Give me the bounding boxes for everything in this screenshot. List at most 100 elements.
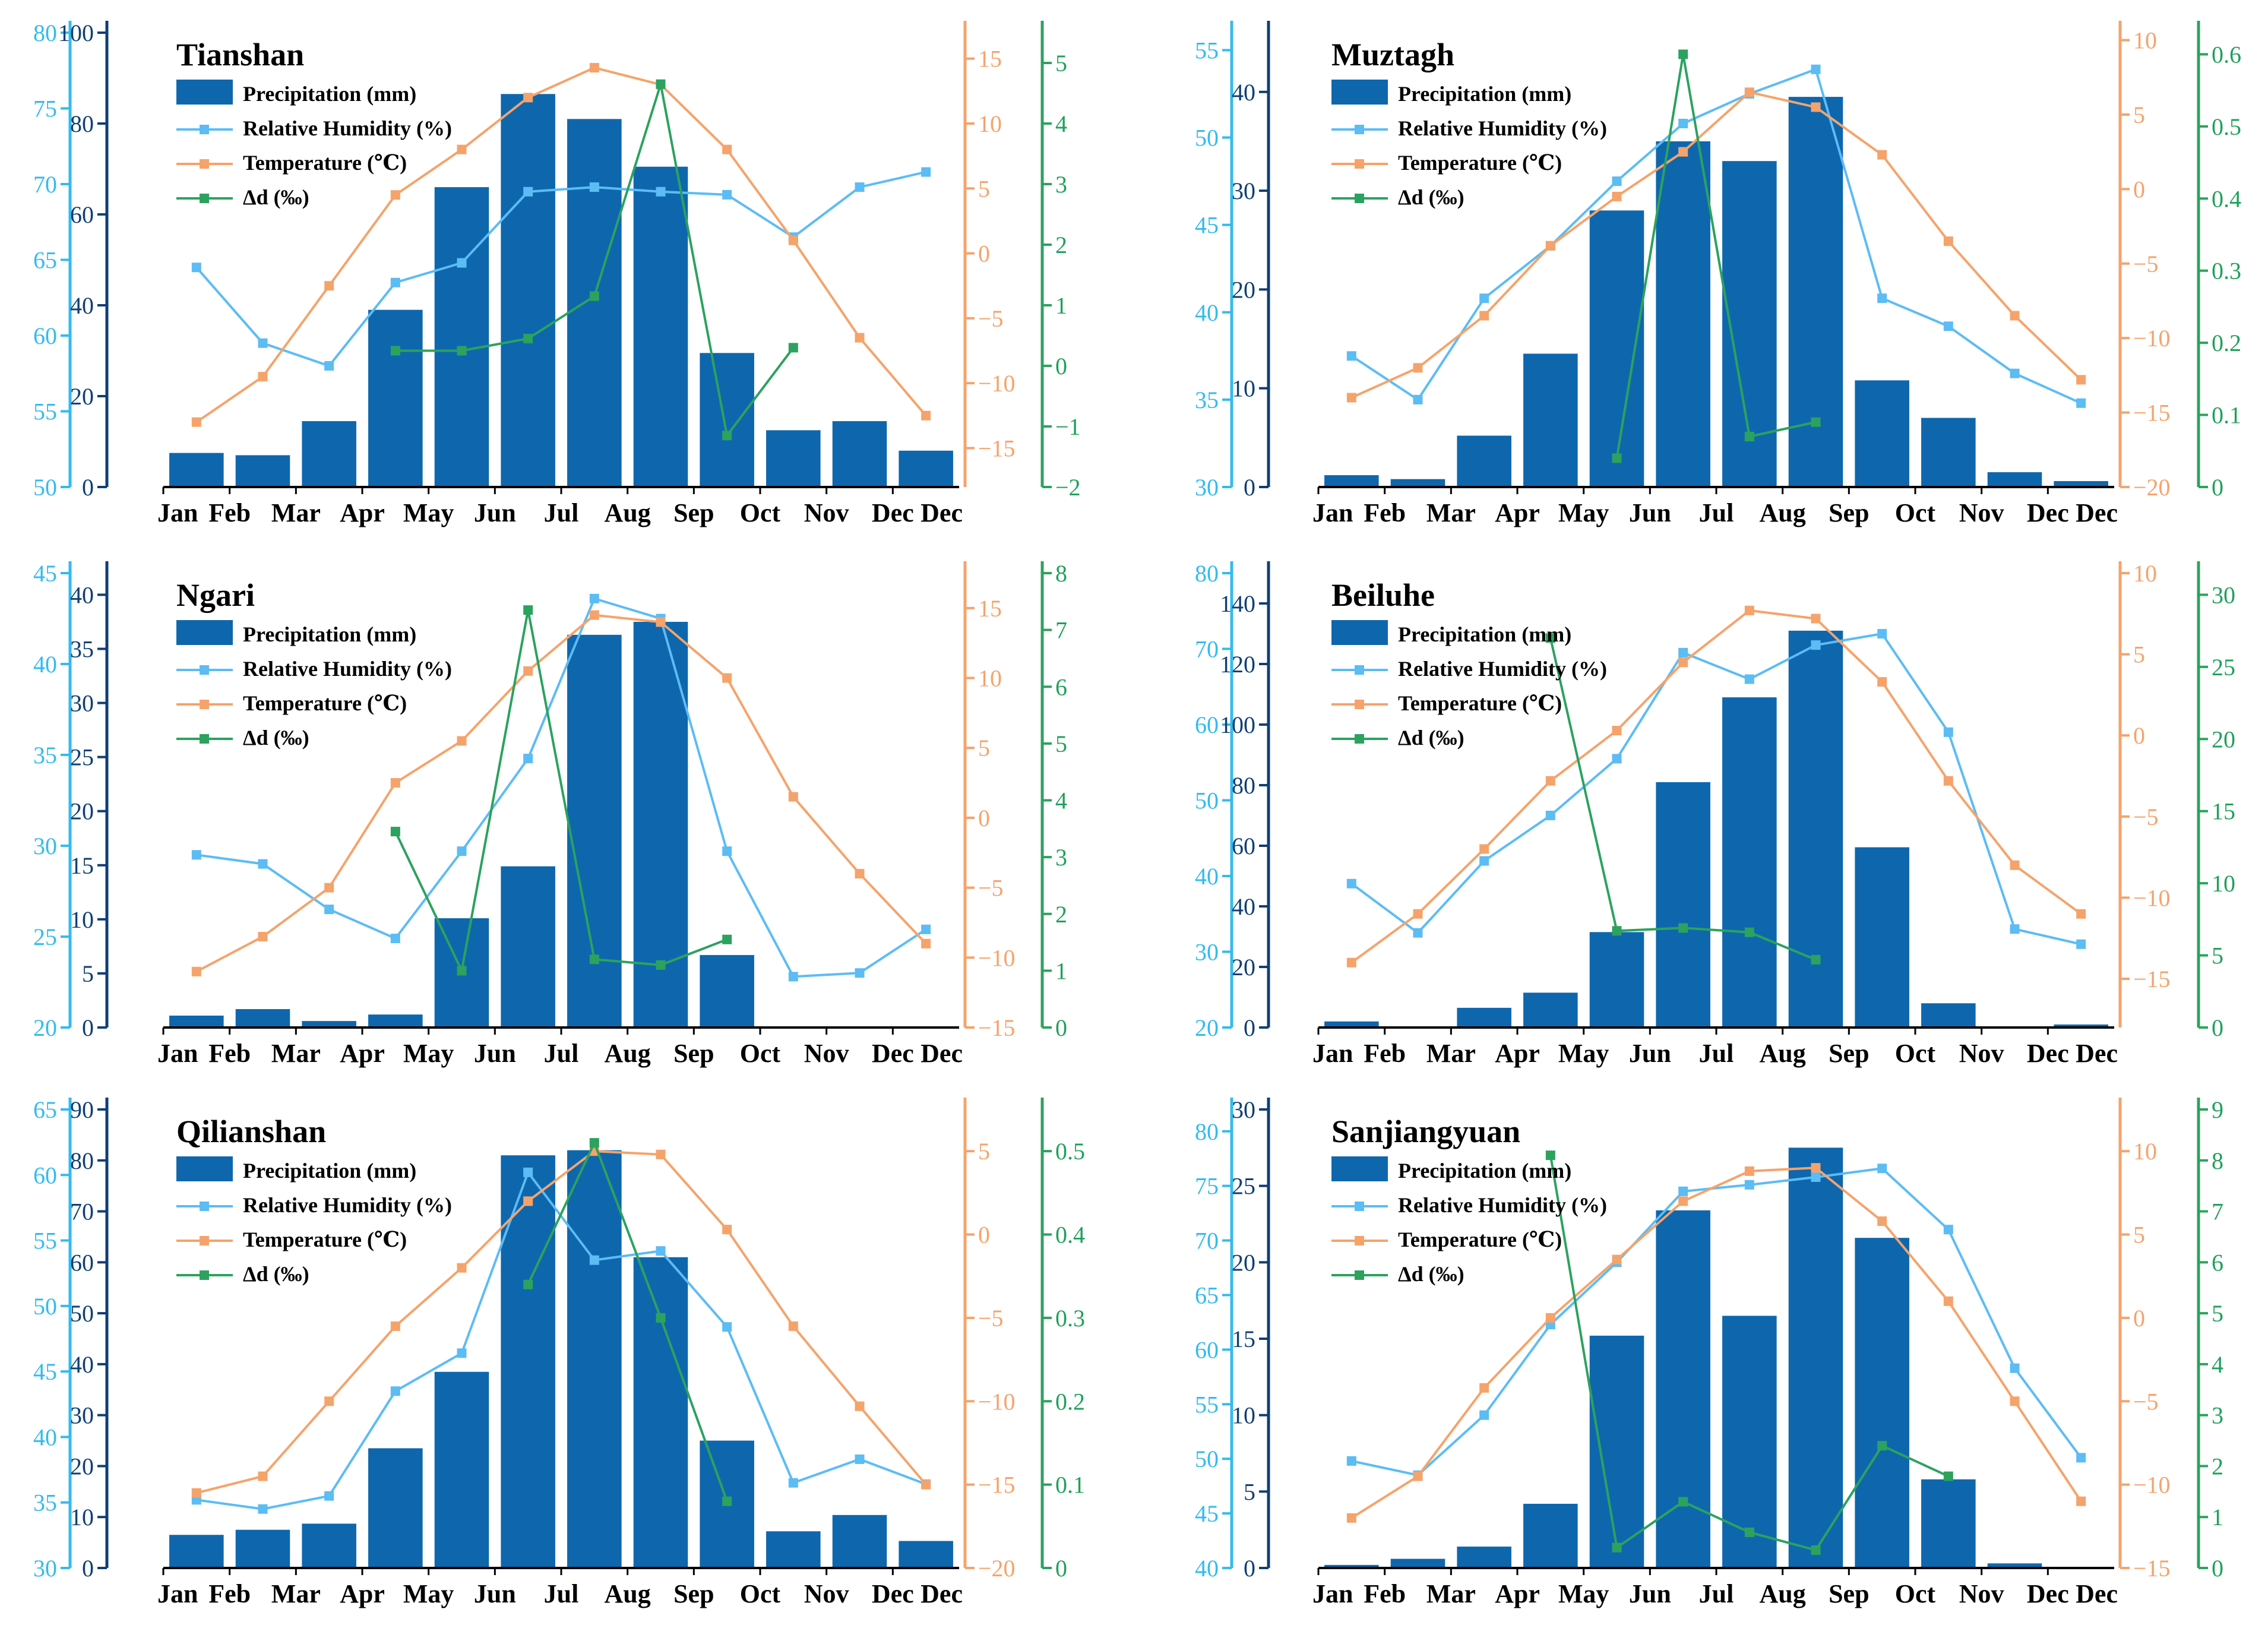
precip-tick-label: 20: [70, 1453, 94, 1479]
precip-bar-apr: [1523, 1503, 1578, 1568]
rh-tick-label: 45: [33, 1358, 57, 1385]
precip-tick-label: 30: [1232, 1096, 1255, 1123]
precip-tick-label: 90: [70, 1096, 94, 1123]
temp-marker: [788, 792, 798, 802]
rh-marker: [390, 934, 400, 944]
precip-bar-mar: [302, 1523, 356, 1568]
rh-marker: [191, 850, 201, 860]
legend-label: Precipitation (mm): [1398, 622, 1571, 646]
dd-marker: [1877, 1441, 1887, 1451]
x-tick-label: Aug: [605, 1039, 651, 1068]
legend-label: Relative Humidity (%): [243, 116, 452, 140]
temp-marker: [1943, 1296, 1953, 1306]
temp-line: [195, 66, 927, 423]
rh-marker: [1413, 928, 1423, 938]
temp-marker: [1744, 1166, 1754, 1176]
temp-line: [1350, 609, 2082, 964]
dd-tick-label: −1: [1055, 413, 1081, 440]
precip-tick-label: 80: [70, 110, 94, 137]
temp-tick-label: −10: [978, 370, 1016, 397]
dd-tick-label: 8: [1055, 560, 1067, 587]
temp-line: [196, 1150, 927, 1494]
temp-marker: [855, 869, 865, 879]
temp-marker: [1346, 393, 1356, 403]
temp-marker: [1413, 363, 1423, 373]
rh-line: [1350, 68, 2082, 404]
dd-tick-label: 0: [1055, 1555, 1067, 1582]
temp-marker: [2010, 860, 2020, 870]
temp-marker: [390, 190, 400, 200]
legend-marker-swatch: [200, 734, 209, 744]
temp-marker: [1413, 1471, 1423, 1481]
x-tick-label: Aug: [605, 1579, 651, 1608]
rh-marker: [1811, 64, 1821, 74]
temp-marker: [258, 932, 268, 941]
precip-tick-label: 100: [1220, 712, 1255, 738]
temp-tick-label: 10: [978, 110, 1002, 137]
rh-marker: [1744, 1180, 1754, 1190]
dd-marker: [1612, 1542, 1622, 1553]
temp-marker: [1811, 102, 1821, 112]
x-tick-label: Feb: [208, 1579, 251, 1608]
precip-tick-label: 5: [82, 960, 94, 987]
rh-marker: [457, 846, 467, 856]
dd-tick-label: 2: [1055, 232, 1067, 258]
rh-line: [195, 170, 926, 368]
rh-tick-label: 70: [33, 171, 57, 198]
rh-tick-label: 60: [1195, 1336, 1219, 1363]
x-tick-label: Dec: [872, 1579, 914, 1608]
temp-marker: [258, 372, 268, 382]
x-tick-label: Dec: [2076, 1039, 2118, 1068]
dd-tick-label: 6: [2212, 1249, 2223, 1276]
rh-tick-label: 30: [1195, 939, 1219, 966]
dd-tick-label: 30: [2212, 581, 2235, 608]
x-tick-label: Aug: [605, 498, 651, 527]
precip-tick-label: 40: [70, 581, 94, 608]
precip-bar-nov: [1987, 472, 2042, 487]
x-tick-label: Sep: [673, 1579, 714, 1608]
legend-marker-swatch: [1355, 665, 1364, 675]
temp-marker: [1943, 776, 1953, 786]
temp-tick-label: −5: [978, 875, 1004, 902]
rh-marker: [258, 1504, 268, 1514]
legend-label: Temperature (℃): [243, 151, 407, 175]
temp-marker: [191, 966, 201, 976]
rh-marker: [457, 258, 467, 268]
temp-marker: [2076, 375, 2086, 385]
rh-tick-label: 50: [1195, 1446, 1219, 1472]
temp-marker: [1877, 1216, 1887, 1226]
dd-marker: [1744, 1527, 1754, 1537]
temp-tick-label: −15: [2133, 966, 2171, 992]
rh-tick-label: 30: [33, 833, 57, 859]
precip-bar-jul: [567, 119, 622, 488]
temp-marker: [2010, 1396, 2020, 1406]
x-tick-label: Oct: [1895, 1039, 1936, 1068]
dd-tick-label: 7: [1055, 617, 1067, 644]
rh-marker: [2010, 368, 2020, 378]
rh-marker: [722, 189, 732, 200]
rh-tick-label: 80: [1195, 1118, 1219, 1145]
x-tick-label: Jun: [1629, 498, 1671, 527]
x-tick-label: Jan: [157, 1579, 198, 1608]
rh-tick-label: 75: [1195, 1173, 1219, 1200]
x-tick-label: Aug: [1760, 498, 1806, 527]
temp-marker: [457, 1263, 467, 1273]
rh-marker: [258, 859, 268, 869]
x-tick-label: Mar: [271, 498, 321, 527]
temp-tick-label: −20: [2133, 474, 2171, 501]
x-tick-label: Apr: [340, 1039, 385, 1068]
temp-marker: [1612, 191, 1622, 201]
temp-marker: [589, 610, 599, 620]
rh-tick-label: 45: [1195, 212, 1219, 239]
temp-tick-label: 15: [978, 46, 1002, 72]
temp-marker: [1612, 726, 1622, 736]
temp-marker: [1877, 150, 1887, 160]
legend-label: Relative Humidity (%): [243, 657, 452, 681]
x-tick-label: Jul: [1699, 498, 1734, 527]
x-tick-label: Nov: [1959, 1579, 2004, 1608]
rh-line: [196, 597, 927, 978]
precip-bar-mar: [1457, 1007, 1511, 1028]
panel-title: Beiluhe: [1331, 577, 1435, 613]
legend-marker-swatch: [1355, 125, 1364, 134]
rh-tick-label: 70: [1195, 636, 1219, 663]
